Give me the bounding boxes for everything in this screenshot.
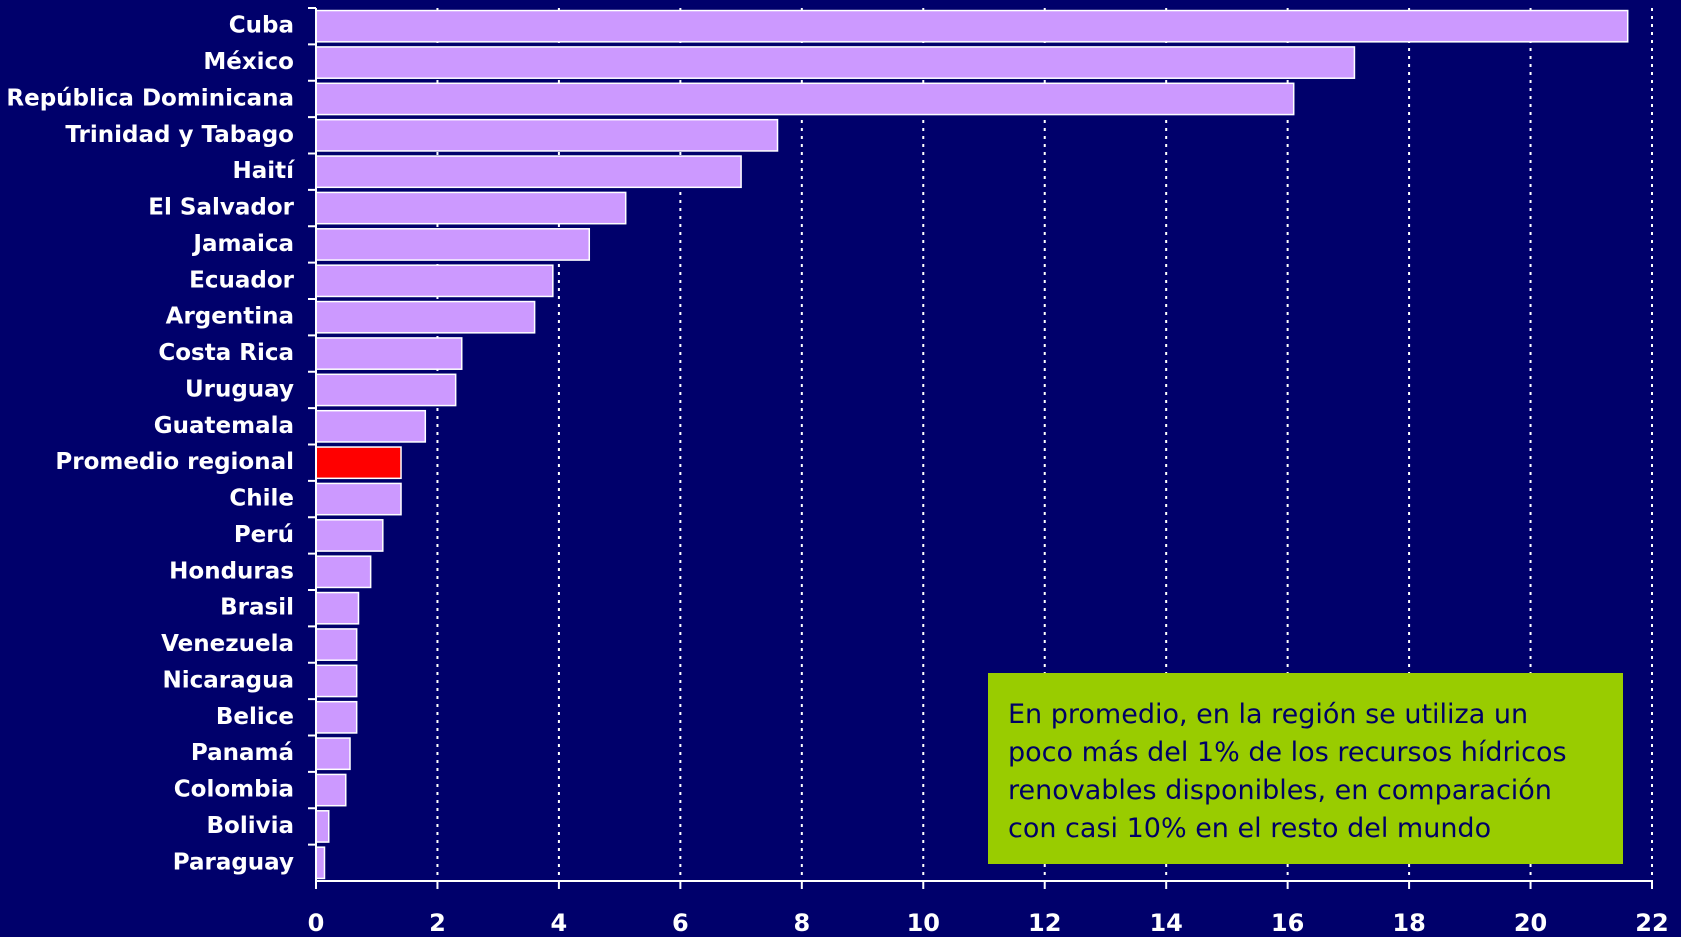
- category-label: Paraguay: [173, 849, 294, 875]
- category-label: Uruguay: [185, 376, 294, 402]
- bar: [315, 773, 347, 807]
- category-label: El Salvador: [148, 195, 294, 221]
- category-label: Belice: [216, 704, 294, 730]
- category-label: Bolivia: [207, 813, 295, 839]
- category-label: México: [203, 49, 294, 75]
- annotation-text: renovables disponibles, en comparación: [1008, 775, 1552, 806]
- x-tick-label: 4: [551, 909, 568, 937]
- bar: [315, 700, 358, 734]
- category-label: Nicaragua: [162, 667, 294, 693]
- annotation-box: [988, 673, 1623, 864]
- x-tick-label: 16: [1271, 909, 1304, 937]
- bar: [315, 628, 358, 661]
- bar: [315, 337, 463, 370]
- category-label: Guatemala: [154, 413, 294, 439]
- category-label: Cuba: [229, 13, 294, 39]
- bar: [315, 300, 536, 334]
- annotation-text: En promedio, en la región se utiliza un: [1008, 699, 1528, 730]
- bar: [315, 446, 402, 480]
- category-label: Costa Rica: [158, 340, 294, 366]
- category-label: Venezuela: [161, 631, 294, 657]
- bar: [315, 191, 627, 225]
- bar: [315, 228, 591, 261]
- category-label: Chile: [229, 486, 294, 512]
- bar: [315, 555, 372, 589]
- category-label: Trinidad y Tabago: [65, 122, 294, 148]
- bar: [315, 810, 330, 843]
- category-label: Argentina: [166, 304, 294, 330]
- bar: [315, 264, 554, 298]
- x-tick-label: 8: [793, 909, 810, 937]
- bar: [315, 155, 742, 189]
- category-label: Perú: [234, 522, 294, 548]
- plot: 0 2 4 6 8 10 12 14 16 18 20 22 Cuba México República D…: [6, 7, 1669, 937]
- category-label: Jamaica: [191, 231, 294, 257]
- x-tick-label: 10: [907, 909, 940, 937]
- category-label: Brasil: [220, 595, 294, 621]
- bar: [315, 482, 402, 516]
- x-tick-label: 6: [672, 909, 689, 937]
- bar: [315, 591, 360, 625]
- bar: [315, 46, 1356, 79]
- bar: [315, 409, 427, 443]
- x-tick-label: 18: [1392, 909, 1425, 937]
- bar: [315, 82, 1295, 116]
- category-label: Haití: [232, 158, 295, 184]
- category-label: Honduras: [169, 558, 294, 584]
- annotation-text: con casi 10% en el resto del mundo: [1008, 813, 1491, 844]
- bar: [315, 664, 358, 698]
- bar: [315, 9, 1629, 43]
- category-label: República Dominicana: [6, 85, 294, 111]
- x-tick-label: 14: [1149, 909, 1182, 937]
- bar: [315, 846, 326, 880]
- bar: [315, 737, 351, 771]
- bar: [315, 373, 457, 407]
- category-label: Ecuador: [189, 267, 295, 293]
- x-tick-label: 20: [1514, 909, 1547, 937]
- category-label: Panamá: [191, 740, 294, 766]
- x-tick-label: 12: [1028, 909, 1061, 937]
- category-label: Colombia: [174, 777, 294, 803]
- category-label: Promedio regional: [55, 449, 294, 475]
- x-tick-label: 0: [308, 909, 325, 937]
- x-tick-label: 2: [429, 909, 446, 937]
- annotation-text: poco más del 1% de los recursos hídricos: [1008, 737, 1567, 768]
- bar: [315, 118, 779, 152]
- bar: [315, 519, 384, 552]
- x-tick-label: 22: [1635, 909, 1668, 937]
